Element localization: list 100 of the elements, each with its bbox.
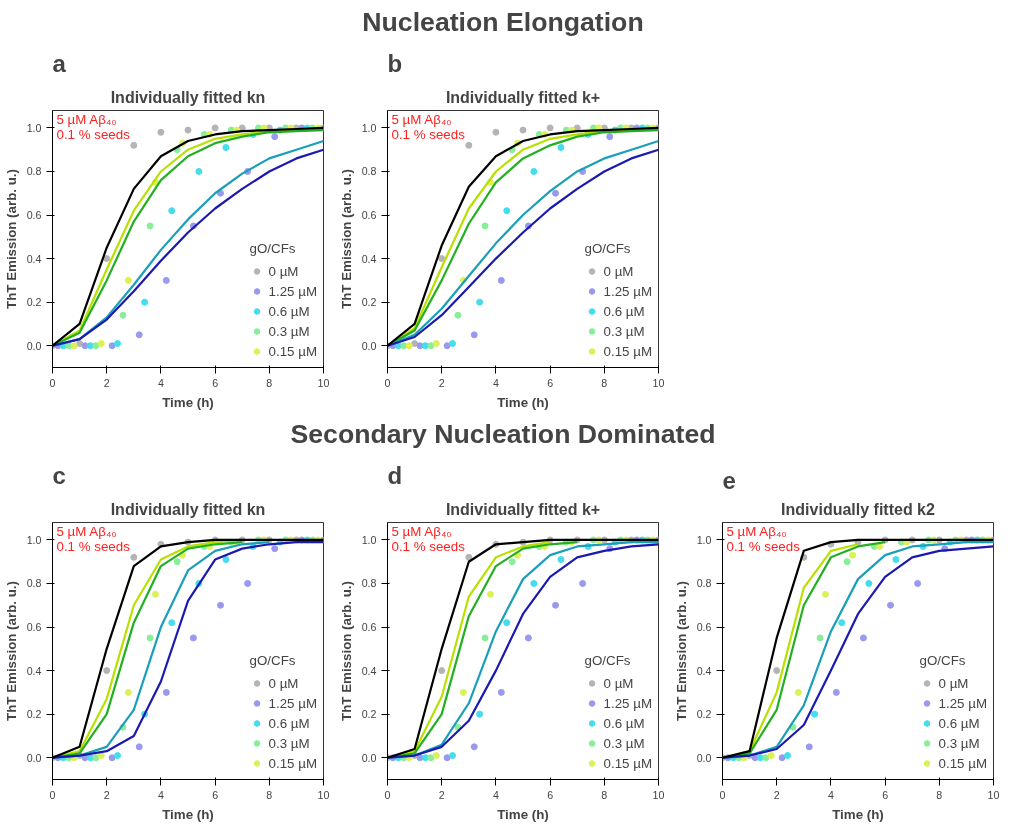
legend-label: 0.6 µM	[268, 715, 310, 731]
y-tick-label: 1.0	[361, 533, 377, 546]
legend-label: 0.6 µM	[938, 715, 980, 731]
annotation: 0.1 % seeds	[56, 538, 131, 554]
x-axis-title: Time (h)	[162, 806, 214, 822]
y-axis-title: ThT Emission (arb. u.)	[673, 581, 689, 721]
x-tick-label: 10	[652, 788, 665, 801]
y-tick-label: 0.6	[361, 209, 377, 222]
text: a	[52, 49, 67, 77]
legend-label: 0.3 µM	[603, 323, 645, 339]
y-tick-label: 1.0	[26, 121, 42, 134]
x-tick-label: 0	[49, 376, 56, 389]
legend-label: 0.15 µM	[268, 343, 317, 359]
y-tick-label: 0.8	[361, 165, 377, 178]
annotation: 5 µM Aβ₄₀	[726, 523, 787, 539]
y-tick-label: 0.8	[696, 577, 712, 590]
legend-label: 0.15 µM	[603, 755, 652, 771]
y-tick-label: 0.2	[361, 708, 377, 721]
x-axis-title: Time (h)	[832, 806, 884, 822]
x-tick-label: 4	[827, 788, 834, 801]
y-axis-title: ThT Emission (arb. u.)	[338, 169, 354, 309]
legend-title: gO/CFs	[584, 653, 632, 668]
x-tick-label: 6	[212, 376, 219, 389]
chart-title: Individually fitted k+	[445, 500, 601, 518]
legend-label: 0 µM	[603, 263, 634, 279]
text: Secondary Nucleation Dominated	[290, 418, 716, 449]
legend-label: 0 µM	[268, 263, 299, 279]
y-tick-label: 0.6	[26, 621, 42, 634]
text: b	[387, 49, 403, 77]
x-tick-label: 8	[266, 788, 273, 801]
x-tick-label: 6	[547, 376, 554, 389]
legend-label: 0 µM	[938, 675, 969, 691]
legend-label: 0.6 µM	[268, 303, 310, 319]
y-tick-label: 0.4	[26, 664, 42, 677]
x-tick-label: 2	[103, 376, 110, 389]
x-tick-label: 4	[492, 788, 499, 801]
y-axis-title: ThT Emission (arb. u.)	[338, 581, 354, 721]
text: c	[52, 461, 66, 489]
x-tick-label: 10	[317, 788, 330, 801]
x-tick-label: 6	[547, 788, 554, 801]
y-tick-label: 0.6	[696, 621, 712, 634]
y-tick-label: 0.2	[696, 708, 712, 721]
annotation: 0.1 % seeds	[391, 538, 466, 554]
legend-label: 0.6 µM	[603, 303, 645, 319]
legend-title: gO/CFs	[249, 653, 297, 668]
annotation: 5 µM Aβ₄₀	[56, 523, 117, 539]
y-tick-label: 0.4	[696, 664, 712, 677]
annotation: 0.1 % seeds	[56, 126, 131, 142]
legend-label: 0.15 µM	[603, 343, 652, 359]
y-tick-label: 0.4	[361, 252, 377, 265]
legend-label: 1.25 µM	[603, 695, 652, 711]
legend-label: 0.15 µM	[938, 755, 987, 771]
y-tick-label: 0.0	[26, 339, 42, 352]
legend-label: 0.6 µM	[603, 715, 645, 731]
chart-title: Individually fitted kn	[110, 500, 266, 518]
legend-label: 0 µM	[603, 675, 634, 691]
legend-label: 0.3 µM	[268, 323, 310, 339]
y-tick-label: 0.8	[361, 577, 377, 590]
y-tick-label: 0.6	[26, 209, 42, 222]
x-axis-title: Time (h)	[162, 394, 214, 410]
annotation: 0.1 % seeds	[391, 126, 466, 142]
y-tick-label: 0.6	[361, 621, 377, 634]
y-tick-label: 1.0	[26, 533, 42, 546]
chart-title: Individually fitted k2	[781, 500, 935, 518]
annotation: 5 µM Aβ₄₀	[391, 523, 452, 539]
x-axis-title: Time (h)	[497, 806, 549, 822]
x-tick-label: 2	[438, 788, 445, 801]
x-tick-label: 10	[987, 788, 1000, 801]
legend-label: 0.3 µM	[603, 735, 645, 751]
y-axis-title: ThT Emission (arb. u.)	[3, 169, 19, 309]
x-tick-label: 0	[384, 788, 391, 801]
legend-title: gO/CFs	[584, 241, 632, 256]
y-tick-label: 0.0	[361, 751, 377, 764]
chart-title: Individually fitted k+	[445, 88, 601, 106]
x-tick-label: 4	[157, 788, 164, 801]
annotation: 0.1 % seeds	[726, 538, 801, 554]
x-tick-label: 6	[882, 788, 889, 801]
x-tick-label: 0	[384, 376, 391, 389]
x-tick-label: 4	[157, 376, 164, 389]
legend-label: 0.3 µM	[268, 735, 310, 751]
x-tick-label: 0	[49, 788, 56, 801]
x-tick-label: 8	[266, 376, 273, 389]
y-tick-label: 0.0	[26, 751, 42, 764]
y-tick-label: 1.0	[361, 121, 377, 134]
y-tick-label: 0.2	[26, 296, 42, 309]
x-tick-label: 2	[773, 788, 780, 801]
legend-title: gO/CFs	[919, 653, 967, 668]
x-tick-label: 2	[103, 788, 110, 801]
legend-title: gO/CFs	[249, 241, 297, 256]
annotation: 5 µM Aβ₄₀	[56, 111, 117, 127]
x-tick-label: 8	[936, 788, 943, 801]
legend-label: 0.15 µM	[268, 755, 317, 771]
x-axis-title: Time (h)	[497, 394, 549, 410]
y-tick-label: 0.2	[361, 296, 377, 309]
x-tick-label: 6	[212, 788, 219, 801]
y-tick-label: 0.8	[26, 577, 42, 590]
x-tick-label: 4	[492, 376, 499, 389]
text: d	[387, 461, 403, 489]
y-tick-label: 0.8	[26, 165, 42, 178]
legend-label: 0.3 µM	[938, 735, 980, 751]
